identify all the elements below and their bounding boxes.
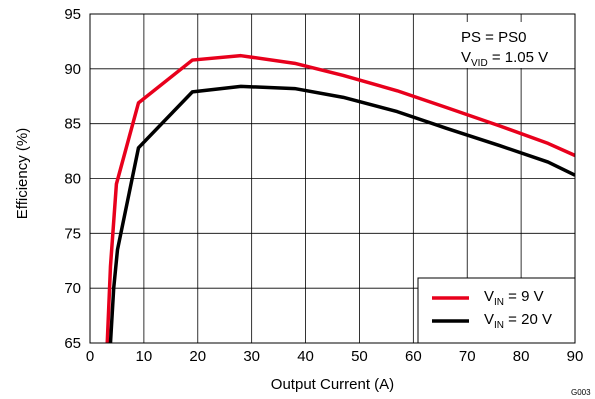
y-tick-label: 85 [64, 116, 81, 133]
y-tick-label: 80 [64, 171, 81, 188]
x-tick-label: 90 [567, 348, 584, 365]
figure-code: G003 [571, 388, 591, 397]
x-tick-label: 30 [243, 348, 260, 365]
y-tick-label: 75 [64, 225, 81, 242]
y-tick-labels: 65 70 75 80 85 90 95 [64, 6, 81, 352]
y-tick-label: 65 [64, 335, 81, 352]
x-tick-label: 50 [351, 348, 368, 365]
x-tick-label: 60 [405, 348, 422, 365]
x-tick-label: 80 [513, 348, 530, 365]
legend-label-vin-9v: VIN = 9 V [484, 288, 544, 308]
x-tick-label: 10 [136, 348, 153, 365]
annotation-ps: PS = PS0 [461, 29, 526, 46]
legend: VIN = 9 V VIN = 20 V [417, 277, 576, 344]
x-tick-label: 20 [189, 348, 206, 365]
y-axis-label: Efficiency (%) [14, 128, 31, 219]
x-tick-labels: 0 10 20 30 40 50 60 70 80 90 [86, 348, 584, 365]
legend-box [417, 277, 576, 344]
y-tick-label: 90 [64, 61, 81, 78]
x-tick-label: 0 [86, 348, 94, 365]
x-tick-label: 40 [297, 348, 314, 365]
legend-label-vin-20v: VIN = 20 V [484, 311, 552, 331]
series-layer [105, 53, 575, 343]
y-tick-label: 95 [64, 6, 81, 23]
grid-lines [90, 14, 575, 343]
x-tick-label: 70 [459, 348, 476, 365]
plot-frame [89, 13, 576, 344]
series-line-0 [105, 53, 575, 343]
x-axis-label: Output Current (A) [271, 376, 394, 393]
annotation-vvid: VVID = 1.05 V [461, 49, 548, 69]
condition-annotation: PS = PS0 VVID = 1.05 V [444, 22, 572, 69]
series-line-1 [108, 84, 575, 343]
y-tick-label: 70 [64, 280, 81, 297]
